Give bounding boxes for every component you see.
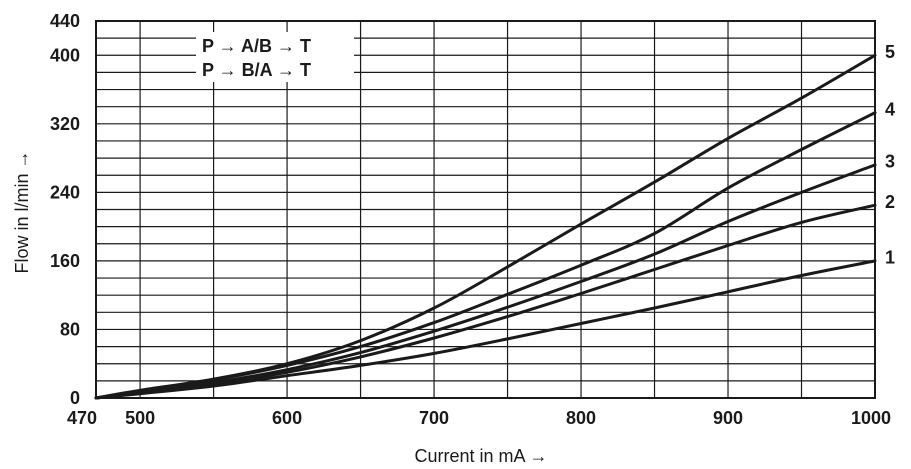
legend: P → A/B → T P → B/A → T	[196, 32, 354, 82]
y-tick-label: 240	[50, 182, 80, 202]
series-line-5	[94, 53, 877, 400]
series-label-5: 5	[885, 42, 895, 62]
series-label-2: 2	[885, 192, 895, 212]
plot-frame	[95, 20, 876, 399]
y-tick-label: 440	[50, 11, 80, 31]
series-line-4	[94, 111, 877, 400]
legend-line-1: P → A/B → T	[202, 36, 311, 56]
y-tick-label: 320	[50, 114, 80, 134]
series-line-3	[94, 163, 877, 400]
series-label-3: 3	[885, 152, 895, 172]
x-tick-labels: 470 500 600 700 800 900 1000	[67, 408, 891, 428]
x-tick-label: 1000	[851, 408, 891, 428]
x-tick-label: 470	[67, 408, 97, 428]
curves	[94, 53, 877, 400]
y-tick-label: 0	[70, 388, 80, 408]
x-tick-label: 700	[419, 408, 449, 428]
y-tick-label: 80	[60, 319, 80, 339]
legend-background	[196, 32, 354, 82]
x-tick-label: 800	[566, 408, 596, 428]
x-axis-label: Current in mA →	[414, 446, 547, 466]
y-tick-label: 400	[50, 45, 80, 65]
y-tick-label: 160	[50, 251, 80, 271]
series-labels: 1 2 3 4 5	[885, 42, 895, 268]
series-label-1: 1	[885, 248, 895, 268]
x-tick-label: 500	[125, 408, 155, 428]
y-axis-label: Flow in l/min →	[12, 150, 32, 273]
series-label-4: 4	[885, 99, 895, 119]
series-line-2	[94, 203, 877, 400]
y-tick-labels: 0 80 160 240 320 400 440	[50, 11, 80, 408]
x-tick-label: 900	[713, 408, 743, 428]
legend-line-2: P → B/A → T	[202, 60, 311, 80]
grid	[96, 21, 875, 398]
series-line-1	[94, 259, 877, 400]
x-tick-label: 600	[272, 408, 302, 428]
